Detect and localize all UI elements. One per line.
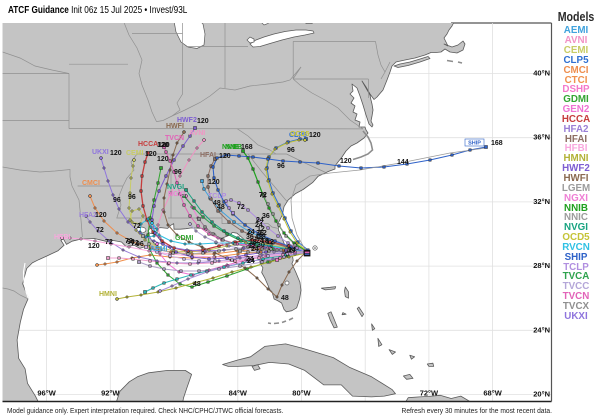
svg-text:HWF2: HWF2 — [177, 117, 197, 124]
svg-text:HFA2: HFA2 — [79, 212, 97, 219]
svg-text:120: 120 — [219, 153, 231, 160]
svg-text:24: 24 — [251, 246, 259, 253]
svg-text:72: 72 — [105, 239, 113, 246]
svg-text:32°N: 32°N — [533, 197, 550, 206]
svg-text:HFAI: HFAI — [200, 152, 216, 159]
svg-text:18: 18 — [261, 238, 269, 245]
svg-text:24: 24 — [256, 217, 264, 224]
svg-text:120: 120 — [110, 150, 122, 157]
svg-text:NVGI: NVGI — [167, 184, 184, 191]
svg-text:72°W: 72°W — [420, 389, 439, 398]
svg-text:120: 120 — [145, 151, 157, 158]
svg-text:96: 96 — [128, 194, 136, 201]
svg-text:CEMI: CEMI — [126, 150, 144, 157]
svg-text:24: 24 — [247, 258, 255, 265]
svg-text:120: 120 — [309, 132, 321, 139]
svg-text:HFBI: HFBI — [54, 234, 70, 241]
svg-text:48: 48 — [281, 295, 289, 302]
svg-text:72: 72 — [96, 227, 104, 234]
svg-text:144: 144 — [397, 159, 409, 166]
svg-text:120: 120 — [157, 156, 169, 163]
svg-text:168: 168 — [241, 144, 253, 151]
svg-text:96: 96 — [174, 169, 182, 176]
svg-text:24: 24 — [246, 256, 254, 263]
svg-text:OCD5: OCD5 — [290, 131, 310, 138]
svg-text:CLP5: CLP5 — [289, 132, 307, 139]
svg-text:18: 18 — [258, 234, 266, 241]
svg-text:80°W: 80°W — [292, 389, 311, 398]
svg-text:48: 48 — [193, 281, 201, 288]
svg-text:TCLP: TCLP — [208, 193, 227, 200]
svg-text:12: 12 — [259, 230, 267, 237]
svg-text:96°W: 96°W — [37, 389, 56, 398]
svg-text:48: 48 — [217, 204, 225, 211]
svg-text:NNIB: NNIB — [225, 144, 242, 151]
svg-text:48: 48 — [213, 200, 221, 207]
svg-text:AVNI: AVNI — [189, 130, 205, 137]
svg-text:HMNI: HMNI — [99, 291, 117, 298]
svg-text:72: 72 — [131, 240, 139, 247]
svg-text:12: 12 — [257, 226, 265, 233]
svg-text:92°W: 92°W — [101, 389, 120, 398]
svg-text:96: 96 — [113, 197, 121, 204]
svg-text:96: 96 — [277, 163, 285, 170]
svg-text:96: 96 — [136, 241, 144, 248]
svg-text:120: 120 — [208, 179, 220, 186]
svg-text:24: 24 — [255, 222, 263, 229]
svg-text:96: 96 — [287, 147, 295, 154]
svg-text:72: 72 — [259, 192, 267, 199]
svg-text:72: 72 — [259, 192, 267, 199]
svg-text:UKXI: UKXI — [92, 149, 109, 156]
svg-text:CMCI: CMCI — [82, 180, 100, 187]
svg-text:120: 120 — [88, 243, 100, 250]
svg-text:24: 24 — [288, 247, 296, 254]
svg-text:HWFI: HWFI — [166, 123, 184, 130]
svg-text:84°W: 84°W — [229, 389, 248, 398]
svg-text:28°N: 28°N — [533, 261, 550, 270]
svg-text:20°N: 20°N — [533, 390, 550, 399]
svg-text:NNIB: NNIB — [222, 144, 239, 151]
svg-text:120: 120 — [197, 118, 209, 125]
svg-text:40°N: 40°N — [533, 69, 550, 78]
svg-text:12: 12 — [266, 239, 274, 246]
svg-text:36: 36 — [246, 234, 254, 241]
svg-text:36: 36 — [256, 230, 264, 237]
svg-text:96: 96 — [127, 239, 135, 246]
svg-text:HCCA: HCCA — [138, 141, 158, 148]
svg-text:120: 120 — [158, 142, 170, 149]
svg-text:NGXI: NGXI — [168, 191, 185, 198]
svg-text:120: 120 — [95, 212, 107, 219]
svg-text:72: 72 — [237, 204, 245, 211]
svg-text:24: 24 — [256, 238, 264, 245]
svg-text:72: 72 — [125, 238, 133, 245]
svg-text:168: 168 — [491, 140, 503, 147]
svg-text:30: 30 — [257, 242, 265, 249]
svg-text:12: 12 — [248, 243, 256, 250]
svg-text:24: 24 — [247, 229, 255, 236]
svg-text:24°N: 24°N — [533, 325, 550, 334]
svg-text:TVCN: TVCN — [165, 135, 184, 142]
svg-text:120: 120 — [340, 158, 352, 165]
svg-text:AEMI: AEMI — [150, 246, 168, 253]
svg-text:SHIP: SHIP — [468, 141, 481, 147]
svg-text:68°W: 68°W — [483, 389, 502, 398]
svg-text:GDMI: GDMI — [175, 235, 193, 242]
svg-text:36: 36 — [262, 213, 270, 220]
svg-text:48: 48 — [255, 234, 263, 241]
svg-text:72: 72 — [133, 223, 141, 230]
svg-text:18: 18 — [249, 239, 257, 246]
svg-text:36°N: 36°N — [533, 133, 550, 142]
svg-text:120: 120 — [157, 142, 169, 149]
